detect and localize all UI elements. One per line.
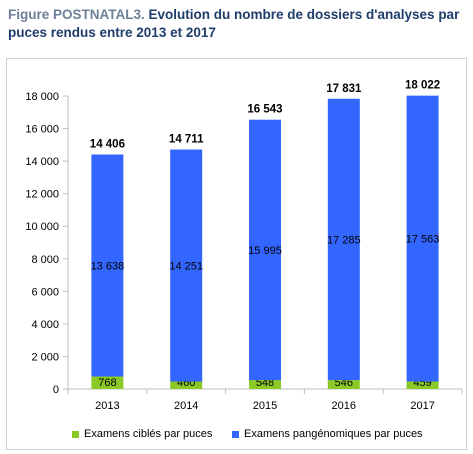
bar-segment-pangenomiques: [249, 119, 281, 381]
x-tick-label: 2017: [410, 400, 434, 412]
x-tick-label: 2015: [253, 400, 277, 412]
bar-segment-pangenomiques: [406, 95, 439, 382]
data-label-pangenomiques: 17 285: [327, 234, 361, 246]
bar-segment-cibles: [249, 380, 281, 389]
x-tick-label: 2016: [332, 400, 356, 412]
bar-segment-pangenomiques: [170, 149, 203, 382]
data-label-pangenomiques: 15 995: [248, 245, 282, 257]
data-label-cibles: 768: [98, 377, 116, 389]
total-label: 18 022: [405, 80, 440, 92]
x-tick-label: 2013: [95, 400, 119, 412]
total-label: 16 543: [247, 104, 282, 116]
bar-segment-pangenomiques: [91, 154, 124, 377]
y-tick-label: 12 000: [25, 189, 59, 201]
data-label-pangenomiques: 13 638: [91, 261, 125, 273]
y-tick-label: 18 000: [25, 91, 59, 103]
bar-segment-cibles: [91, 376, 124, 389]
legend-item-pangenomiques: Examens pangénomiques par puces: [232, 428, 423, 440]
y-tick-label: 2 000: [31, 351, 59, 363]
y-tick-label: 14 000: [25, 156, 59, 168]
legend-label-pangenomiques: Examens pangénomiques par puces: [244, 428, 423, 440]
total-label: 17 831: [326, 83, 362, 95]
figure-title: Evolution du nombre de dossiers d'analys…: [8, 7, 460, 40]
legend-swatch-cibles: [72, 430, 79, 438]
bar-segment-cibles: [327, 380, 360, 389]
figure-label: Figure POSTNATAL3.: [8, 7, 145, 22]
y-tick-label: 16 000: [25, 124, 59, 136]
data-label-pangenomiques: 17 563: [406, 234, 440, 246]
y-tick-label: 8 000: [31, 254, 59, 266]
chart-title: Figure POSTNATAL3. Evolution du nombre d…: [8, 6, 468, 42]
y-tick-label: 0: [53, 384, 59, 396]
y-tick-label: 4 000: [31, 319, 59, 331]
bar-segment-cibles: [406, 381, 439, 389]
legend-item-cibles: Examens ciblés par puces: [72, 428, 212, 440]
total-label: 14 406: [90, 139, 125, 151]
data-label-pangenomiques: 14 251: [169, 261, 203, 273]
total-label: 14 711: [169, 134, 204, 146]
legend-swatch-pangenomiques: [232, 430, 239, 438]
x-tick-label: 2014: [174, 400, 198, 412]
chart-frame: [6, 58, 467, 450]
legend: Examens ciblés par puces Examens pangéno…: [0, 428, 473, 444]
legend-label-cibles: Examens ciblés par puces: [84, 428, 213, 440]
bar-segment-cibles: [170, 381, 203, 389]
y-tick-label: 10 000: [25, 221, 59, 233]
y-tick-label: 6 000: [31, 286, 59, 298]
bar-segment-pangenomiques: [327, 98, 360, 381]
